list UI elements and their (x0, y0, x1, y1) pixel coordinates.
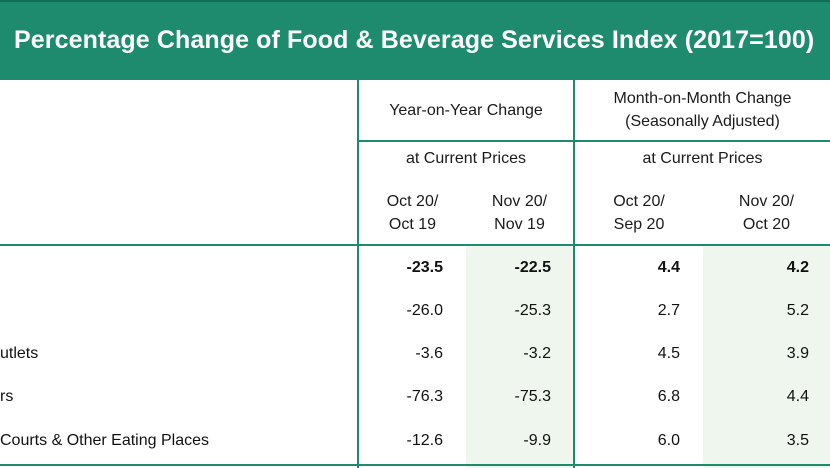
table-cell: 6.0 (657, 432, 680, 449)
period-header: Oct 20/ Sep 20 (575, 190, 703, 236)
table-cell: 6.8 (657, 388, 680, 405)
row-label: rs (0, 388, 14, 405)
table-cell: -23.5 (406, 259, 443, 276)
period-line1: Oct 20/ (386, 193, 439, 210)
period-header: Oct 20/ Oct 19 (359, 190, 466, 236)
header-mom: Month-on-Month Change (Seasonally Adjust… (575, 87, 830, 133)
table-cell: -25.3 (514, 302, 551, 319)
table-cell: 2.7 (657, 302, 680, 319)
period-line2: Sep 20 (613, 216, 665, 233)
table-cell: 3.5 (786, 432, 809, 449)
divider-header-body (0, 244, 830, 246)
table-cell: -26.0 (406, 302, 443, 319)
table-title: Percentage Change of Food & Beverage Ser… (14, 26, 815, 54)
table-cell: 4.2 (786, 259, 809, 276)
table-cell: -9.9 (523, 432, 551, 449)
table-cell: -12.6 (406, 432, 443, 449)
header-mom-line1: Month-on-Month Change (613, 90, 792, 107)
subheader-current-prices-mom: at Current Prices (642, 150, 763, 167)
shaded-column-nov-yoy (466, 246, 573, 468)
period-line1: Oct 20/ (613, 193, 665, 210)
table-cell: 4.4 (657, 259, 680, 276)
period-line1: Nov 20/ (738, 193, 795, 210)
table-cell: 3.9 (786, 345, 809, 362)
subheader-current-prices-yoy: at Current Prices (405, 150, 527, 167)
table-cell: 4.5 (657, 345, 680, 362)
period-line2: Nov 19 (494, 216, 545, 233)
shaded-column-nov-mom (703, 246, 830, 468)
row-label: utlets (0, 345, 39, 362)
header-yoy: Year-on-Year Change (389, 102, 543, 119)
table-bottom-border (0, 464, 830, 466)
table-cell: 4.4 (786, 388, 809, 405)
header-mom-line2: (Seasonally Adjusted) (625, 113, 780, 130)
period-header: Nov 20/ Oct 20 (703, 190, 830, 236)
data-table: Year-on-Year Change Month-on-Month Chang… (0, 80, 830, 468)
period-header: Nov 20/ Nov 19 (466, 190, 573, 236)
divider-header-subheader (357, 140, 830, 142)
divider-yoy-mom (573, 80, 575, 468)
table-cell: -22.5 (514, 259, 551, 276)
row-label: Courts & Other Eating Places (0, 432, 209, 449)
table-cell: -3.6 (415, 345, 443, 362)
table-cell: -75.3 (514, 388, 551, 405)
period-line2: Oct 19 (388, 216, 437, 233)
title-bar: Percentage Change of Food & Beverage Ser… (0, 0, 830, 80)
table-cell: -76.3 (406, 388, 443, 405)
table-cell: 5.2 (786, 302, 809, 319)
divider-label-column (357, 80, 359, 468)
period-line1: Nov 20/ (491, 193, 548, 210)
table-cell: -3.2 (523, 345, 551, 362)
period-line2: Oct 20 (742, 216, 791, 233)
